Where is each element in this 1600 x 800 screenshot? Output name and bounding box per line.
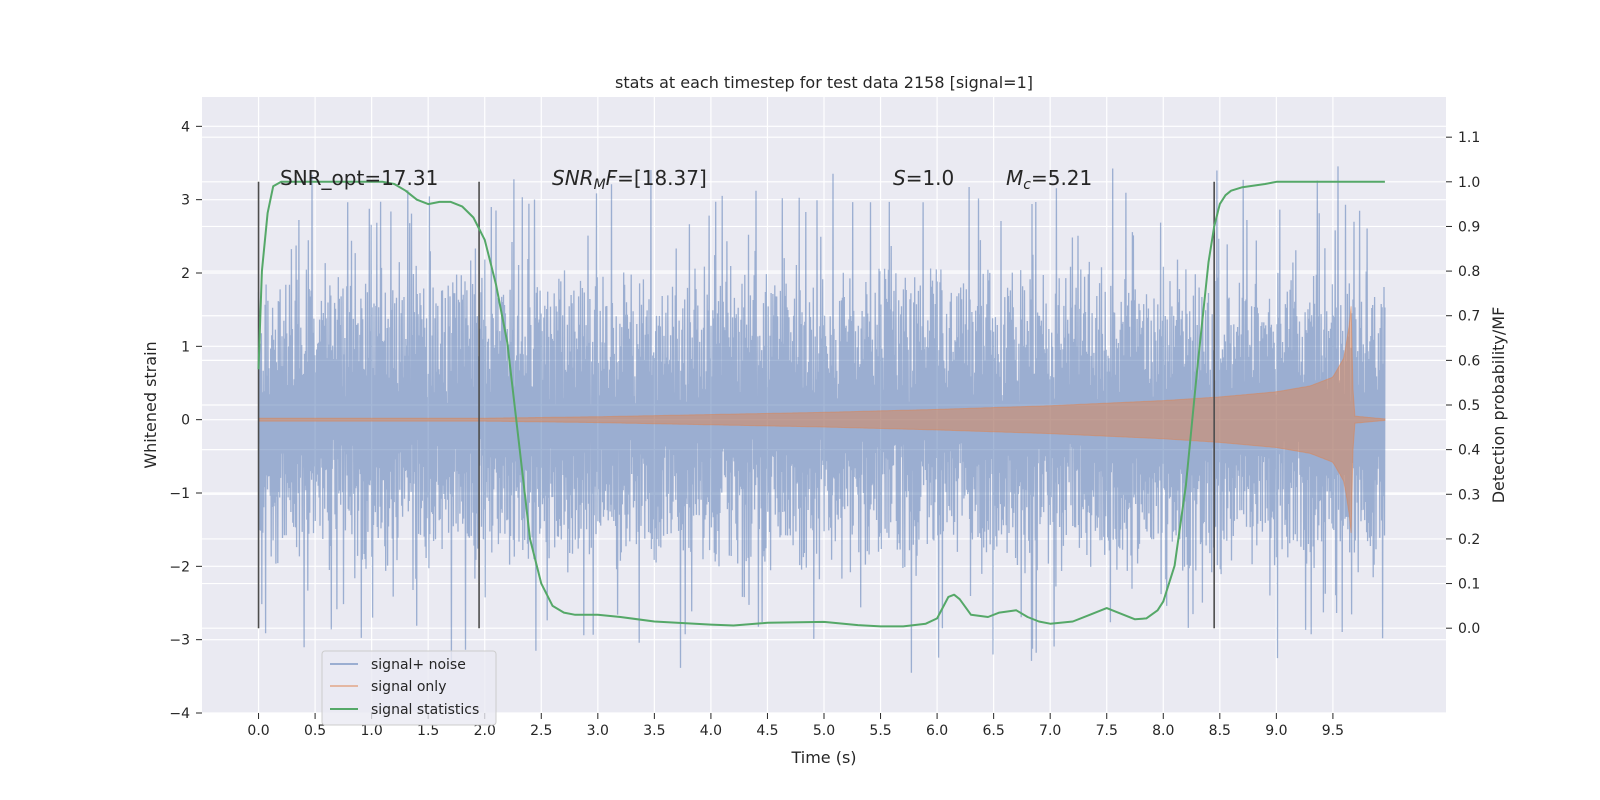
- x-tick-label: 5.0: [813, 723, 835, 739]
- annotation-snr-mf-tail: F: [606, 166, 618, 190]
- x-tick-label: 2.0: [474, 723, 496, 739]
- legend-box: [321, 650, 497, 726]
- series-signal-statistics: [257, 180, 1385, 628]
- axes: 0.0 0.5 1.0 1.5 2.0 2.5 3.0 3.5 4.0 4.5 5.0 5.5 6.0 6…: [169, 119, 1480, 739]
- y2-tick-label: 0.9: [1458, 219, 1480, 235]
- y2-tick-label: 0.6: [1458, 353, 1480, 369]
- y2-tick-label: 1.0: [1458, 175, 1480, 191]
- x-tick-label: 3.5: [643, 723, 665, 739]
- x-tick-label: 5.5: [869, 723, 891, 739]
- legend: signal+ noise signal only signal statist…: [321, 650, 497, 726]
- y-tick-label: 0: [181, 413, 190, 429]
- legend-label-signal-only: signal only: [371, 679, 446, 695]
- annotation-snr-mf-symbol: SNR: [552, 166, 594, 190]
- annotation-mc-value: =5.21: [1031, 166, 1092, 190]
- x-axis-label: Time (s): [790, 748, 856, 767]
- annotation-stat-s: S=1.0: [893, 166, 954, 190]
- x-tick-label: 9.0: [1265, 723, 1287, 739]
- annotation-s-symbol: S: [893, 166, 906, 190]
- y2-tick-label: 0.4: [1458, 443, 1480, 459]
- y2-axis-label: Detection probability/MF: [1489, 307, 1508, 504]
- y-axis-label: Whitened strain: [141, 341, 160, 468]
- x-tick-label: 3.0: [587, 723, 609, 739]
- annotation-s-value: =1.0: [906, 166, 955, 190]
- y2-tick-label: 1.1: [1458, 130, 1480, 146]
- x-tick-label: 6.5: [983, 723, 1005, 739]
- y-tick-label: −3: [169, 633, 190, 649]
- y-tick-label: 3: [181, 193, 190, 209]
- x-tick-label: 4.0: [700, 723, 722, 739]
- x-tick-label: 7.0: [1039, 723, 1061, 739]
- y2-tick-label: 0.8: [1458, 264, 1480, 280]
- x-tick-label: 8.0: [1152, 723, 1174, 739]
- annotation-mc-subscript: c: [1023, 177, 1031, 193]
- y-tick-label: 1: [181, 339, 190, 355]
- annotation-snr-mf-value: =[18.37]: [617, 166, 707, 190]
- annotations: SNR_opt=17.31 SNRMF=[18.37] S=1.0 Mc=5.2…: [280, 166, 1092, 193]
- annotation-snr-mf-subscript: M: [594, 177, 606, 193]
- y2-tick-label: 0.3: [1458, 487, 1480, 503]
- y2-tick-label: 0.1: [1458, 577, 1480, 593]
- y2-tick-label: 0.5: [1458, 398, 1480, 414]
- legend-label-signal-noise: signal+ noise: [371, 657, 466, 673]
- y-tick-label: 2: [181, 266, 190, 282]
- y2-tick-label: 0.2: [1458, 532, 1480, 548]
- y2-tick-label: 0.7: [1458, 309, 1480, 325]
- x-tick-label: 4.5: [756, 723, 778, 739]
- annotation-mass-c: Mc=5.21: [1006, 166, 1092, 193]
- annotation-snr-mf: SNRMF=[18.37]: [552, 166, 707, 193]
- x-tick-label: 6.0: [926, 723, 948, 739]
- series-signal-noise: [257, 166, 1386, 673]
- y-tick-label: 4: [181, 119, 190, 135]
- chart-title: stats at each timestep for test data 215…: [615, 73, 1033, 92]
- series-signal-only: [258, 306, 1386, 534]
- x-tick-label: 9.5: [1322, 723, 1344, 739]
- y-tick-label: −1: [169, 486, 190, 502]
- x-tick-label: 0.5: [304, 723, 326, 739]
- x-tick-label: 8.5: [1209, 723, 1231, 739]
- x-tick-label: 0.0: [247, 723, 269, 739]
- x-tick-label: 1.0: [361, 723, 383, 739]
- x-tick-label: 1.5: [417, 723, 439, 739]
- legend-label-signal-statistics: signal statistics: [371, 702, 479, 718]
- x-tick-label: 2.5: [530, 723, 552, 739]
- y-tick-label: −2: [169, 559, 190, 575]
- x-tick-label: 7.5: [1096, 723, 1118, 739]
- y2-tick-label: 0.0: [1458, 621, 1480, 637]
- y-tick-label: −4: [169, 706, 190, 722]
- plot-area: [257, 166, 1386, 673]
- annotation-snr-opt: SNR_opt=17.31: [280, 166, 438, 190]
- annotation-mc-symbol: M: [1006, 166, 1023, 190]
